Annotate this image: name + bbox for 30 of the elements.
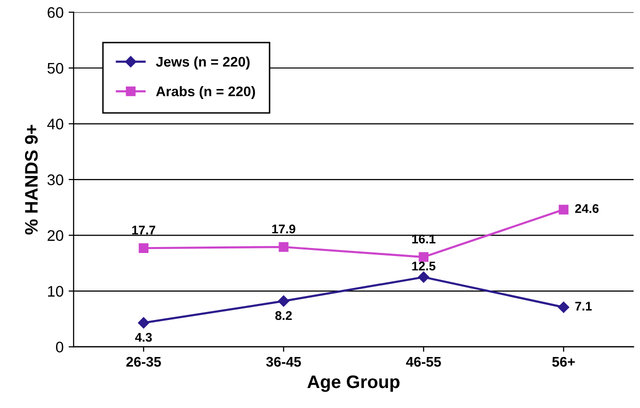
data-label: 7.1 (575, 302, 592, 310)
point (418, 271, 430, 283)
x-tick-label: 56+ (552, 356, 575, 367)
point (558, 204, 568, 214)
data-label: 4.3 (135, 332, 152, 342)
data-label: 17.9 (272, 224, 296, 234)
data-label: 24.6 (575, 204, 599, 213)
y-tick-label: 50 (47, 62, 64, 74)
x-tick-label: 36-45 (266, 356, 301, 367)
y-tick-label: 0 (56, 342, 64, 352)
x-tick-label: 46-55 (406, 356, 441, 367)
point (138, 243, 148, 253)
data-label: 8.2 (275, 311, 292, 320)
point (138, 317, 150, 328)
y-tick-label: 30 (47, 174, 64, 186)
point (278, 295, 290, 307)
x-tick-label: 26-35 (126, 356, 161, 367)
y-tick-label: 20 (48, 230, 64, 241)
data-label: 12.5 (412, 262, 436, 270)
point (558, 302, 570, 313)
x-axis-title: Age Group (307, 375, 400, 392)
y-tick-label: 60 (48, 7, 64, 18)
data-label: 17.7 (132, 226, 156, 234)
point (278, 242, 288, 252)
y-tick-label: 10 (48, 286, 64, 297)
point (418, 252, 428, 262)
legend-label: Arabs (n = 220) (156, 86, 255, 100)
y-axis-title: % HANDS 9+ (24, 124, 38, 235)
legend-label: Jews (n = 220) (156, 56, 250, 70)
y-tick-label: 40 (47, 118, 64, 130)
